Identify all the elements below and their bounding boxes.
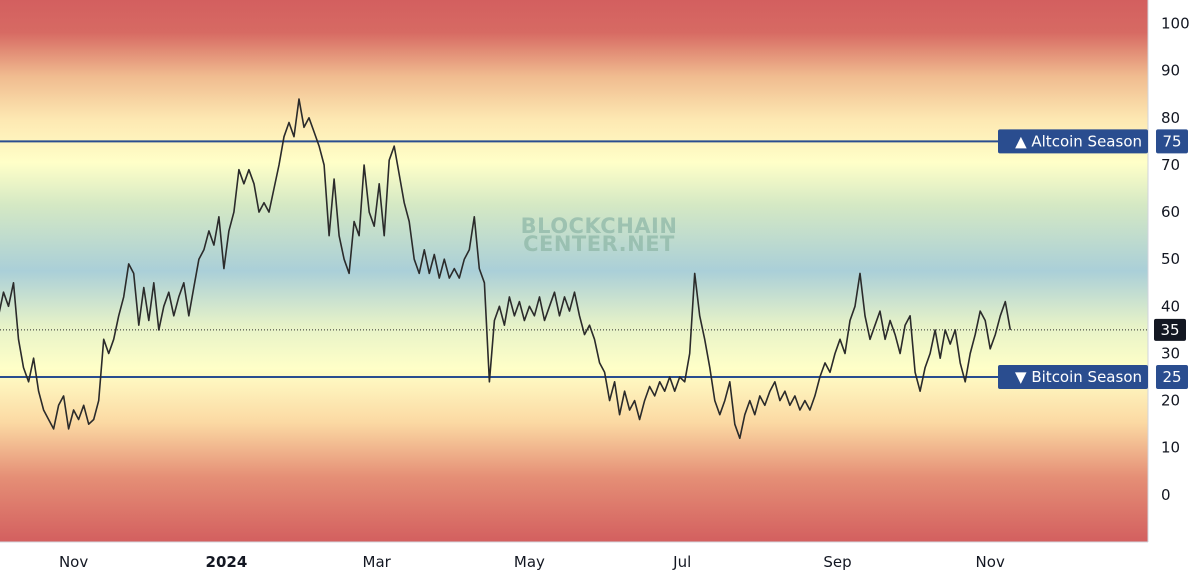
time-axis-panel (0, 542, 1200, 586)
current-value-badge: 35 (1154, 318, 1186, 341)
y-tick-label: 60 (1161, 203, 1180, 221)
y-tick-label: 30 (1161, 345, 1180, 363)
y-tick-label: 10 (1161, 439, 1180, 457)
altcoin-season-tag: ▲ Altcoin Season 75 (998, 129, 1188, 154)
altcoin-season-label: ▲ Altcoin Season (1015, 132, 1142, 150)
x-tick-label: Mar (363, 553, 392, 571)
x-tick-label: Jul (672, 553, 691, 571)
y-tick-label: 100 (1161, 15, 1190, 33)
y-tick-label: 70 (1161, 156, 1180, 174)
altcoin-season-value: 75 (1162, 132, 1181, 150)
current-value-box (1154, 318, 1186, 341)
watermark: BLOCKCHAIN CENTER.NET (521, 214, 678, 256)
x-axis-ticks: Nov 2024 Mar May Jul Sep Nov (59, 553, 1005, 571)
altcoin-season-label-box (998, 129, 1148, 154)
bitcoin-season-value: 25 (1162, 368, 1181, 386)
watermark-line-1: BLOCKCHAIN (521, 214, 678, 238)
watermark-line-2: CENTER.NET (523, 232, 675, 256)
x-tick-label: Nov (59, 553, 88, 571)
y-tick-label: 90 (1161, 62, 1180, 80)
bitcoin-season-tag: ▼ Bitcoin Season 25 (998, 365, 1188, 390)
plot-background (0, 0, 1148, 542)
y-tick-label: 80 (1161, 109, 1180, 127)
y-tick-label: 20 (1161, 392, 1180, 410)
y-tick-label: 50 (1161, 250, 1180, 268)
x-tick-label: 2024 (206, 553, 248, 571)
index-series-line (0, 98, 1012, 440)
y-tick-label: 0 (1161, 486, 1171, 504)
y-axis-ticks: 0 10 20 30 40 50 60 70 80 90 100 (1161, 15, 1190, 504)
y-tick-label: 40 (1161, 297, 1180, 315)
bitcoin-season-label-box (998, 365, 1148, 390)
x-tick-label: May (514, 553, 545, 571)
x-tick-label: Nov (976, 553, 1005, 571)
x-tick-label: Sep (823, 553, 851, 571)
altcoin-season-value-box (1156, 129, 1188, 154)
bitcoin-season-label: ▼ Bitcoin Season (1015, 368, 1142, 386)
current-value-text: 35 (1160, 321, 1179, 339)
price-axis-panel (1148, 0, 1200, 542)
bitcoin-season-value-box (1156, 365, 1188, 390)
